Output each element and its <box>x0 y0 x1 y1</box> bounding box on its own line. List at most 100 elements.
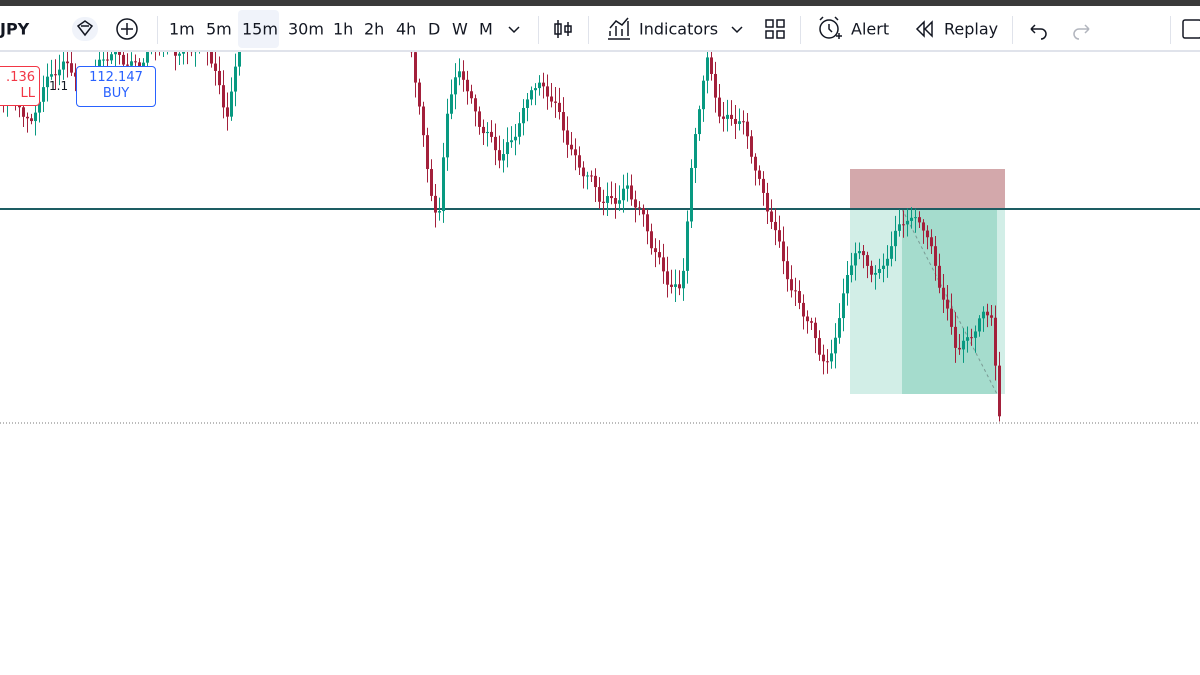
add-icon[interactable] <box>116 18 138 40</box>
candle-body <box>566 130 569 145</box>
candle-body <box>550 96 553 102</box>
timeframe-button[interactable]: M <box>479 19 493 39</box>
candle-body <box>498 150 501 161</box>
timeframe-button[interactable]: 5m <box>206 19 232 39</box>
candle-body <box>882 265 885 269</box>
candle-body <box>558 102 561 113</box>
sell-label: LL <box>20 86 36 101</box>
candle-body <box>510 140 513 143</box>
candle-body <box>806 316 809 322</box>
alert-button[interactable]: Alert <box>851 19 890 39</box>
candle-body <box>110 54 113 61</box>
timeframe-chevron[interactable] <box>508 26 520 34</box>
candle-body <box>434 195 437 213</box>
replay-icon[interactable] <box>915 20 933 38</box>
candle-body <box>994 317 997 366</box>
buy-button[interactable]: 112.147 BUY <box>76 66 156 107</box>
candle-body <box>906 220 909 225</box>
candle-body <box>782 241 785 262</box>
layouts-icon[interactable] <box>765 19 785 39</box>
candle-body <box>462 71 465 80</box>
candle-body <box>562 112 565 131</box>
candle-body <box>874 272 877 275</box>
candle-body <box>898 224 901 231</box>
candle-body <box>750 136 753 157</box>
fullscreen-icon[interactable] <box>1182 19 1200 39</box>
candle-body <box>878 268 881 273</box>
candle-body <box>122 54 125 65</box>
candle-body <box>718 97 721 117</box>
indicators-button[interactable]: Indicators <box>639 19 719 39</box>
candle-body <box>730 114 733 119</box>
candle-body <box>766 192 769 212</box>
indicators-chevron[interactable] <box>731 26 743 34</box>
separator <box>1012 16 1013 44</box>
separator <box>800 16 801 44</box>
add-icon-cross <box>121 23 133 35</box>
candle-body <box>62 61 65 70</box>
timeframe-button[interactable]: 1h <box>333 19 354 39</box>
candle-body <box>962 340 965 350</box>
candle-body <box>910 217 913 221</box>
candle-body <box>226 107 229 117</box>
candle-body <box>886 258 889 266</box>
candle-body <box>118 52 121 55</box>
candle-body <box>422 106 425 136</box>
candle-body <box>686 221 689 271</box>
diamond-icon[interactable] <box>76 20 94 37</box>
timeframe-button[interactable]: 2h <box>364 19 385 39</box>
candle-body <box>894 230 897 247</box>
candle-body <box>430 169 433 196</box>
buy-label: BUY <box>102 86 130 101</box>
candle-body <box>702 80 705 110</box>
candle-body <box>126 64 129 66</box>
sell-button[interactable]: .136 LL <box>0 66 40 106</box>
candle-body <box>626 185 629 189</box>
alert-icon[interactable] <box>819 19 839 39</box>
timeframe-button[interactable]: 4h <box>396 19 417 39</box>
candle-body <box>58 69 61 76</box>
candle-type-icon[interactable] <box>554 20 572 38</box>
window-bar <box>0 0 1200 6</box>
candle-body <box>586 175 589 177</box>
timeframe-button[interactable]: W <box>452 19 468 39</box>
candle-body <box>654 248 657 253</box>
candle-body <box>670 284 673 287</box>
redo-icon[interactable] <box>1073 24 1090 40</box>
candle-body <box>870 265 873 275</box>
candle-body <box>502 154 505 161</box>
candle-body <box>818 338 821 355</box>
candle-body <box>954 326 957 348</box>
alert-icon-detail <box>819 16 842 39</box>
candle-body <box>802 302 805 317</box>
candle-body <box>866 255 869 266</box>
stop-zone <box>850 169 1005 209</box>
candle-body <box>534 88 537 91</box>
candle-body <box>926 230 929 238</box>
undo-icon[interactable] <box>1030 24 1047 40</box>
candle-body <box>694 134 697 168</box>
candle-body <box>958 347 961 350</box>
timeframe-button[interactable]: 30m <box>288 19 324 39</box>
candle-body <box>950 308 953 327</box>
candle-body <box>914 217 917 219</box>
candle-body <box>722 116 725 119</box>
indicators-icon[interactable] <box>608 17 630 40</box>
timeframe-button[interactable]: 15m <box>242 19 278 39</box>
timeframe-button[interactable]: 1m <box>169 19 195 39</box>
timeframe-button[interactable]: D <box>428 19 441 39</box>
separator <box>157 16 158 44</box>
candle-body <box>598 187 601 202</box>
candle-body <box>482 126 485 134</box>
candle-body <box>134 61 137 63</box>
candle-body <box>978 318 981 332</box>
candle-body <box>590 175 593 177</box>
replay-button[interactable]: Replay <box>944 19 999 39</box>
symbol[interactable]: JPY <box>0 19 30 39</box>
spread: 1.1 <box>49 79 69 93</box>
candle-body <box>466 79 469 92</box>
candle-body <box>754 156 757 171</box>
candle-body <box>770 211 773 222</box>
active-timeframe-bg <box>238 10 279 48</box>
candle-body <box>798 291 801 303</box>
